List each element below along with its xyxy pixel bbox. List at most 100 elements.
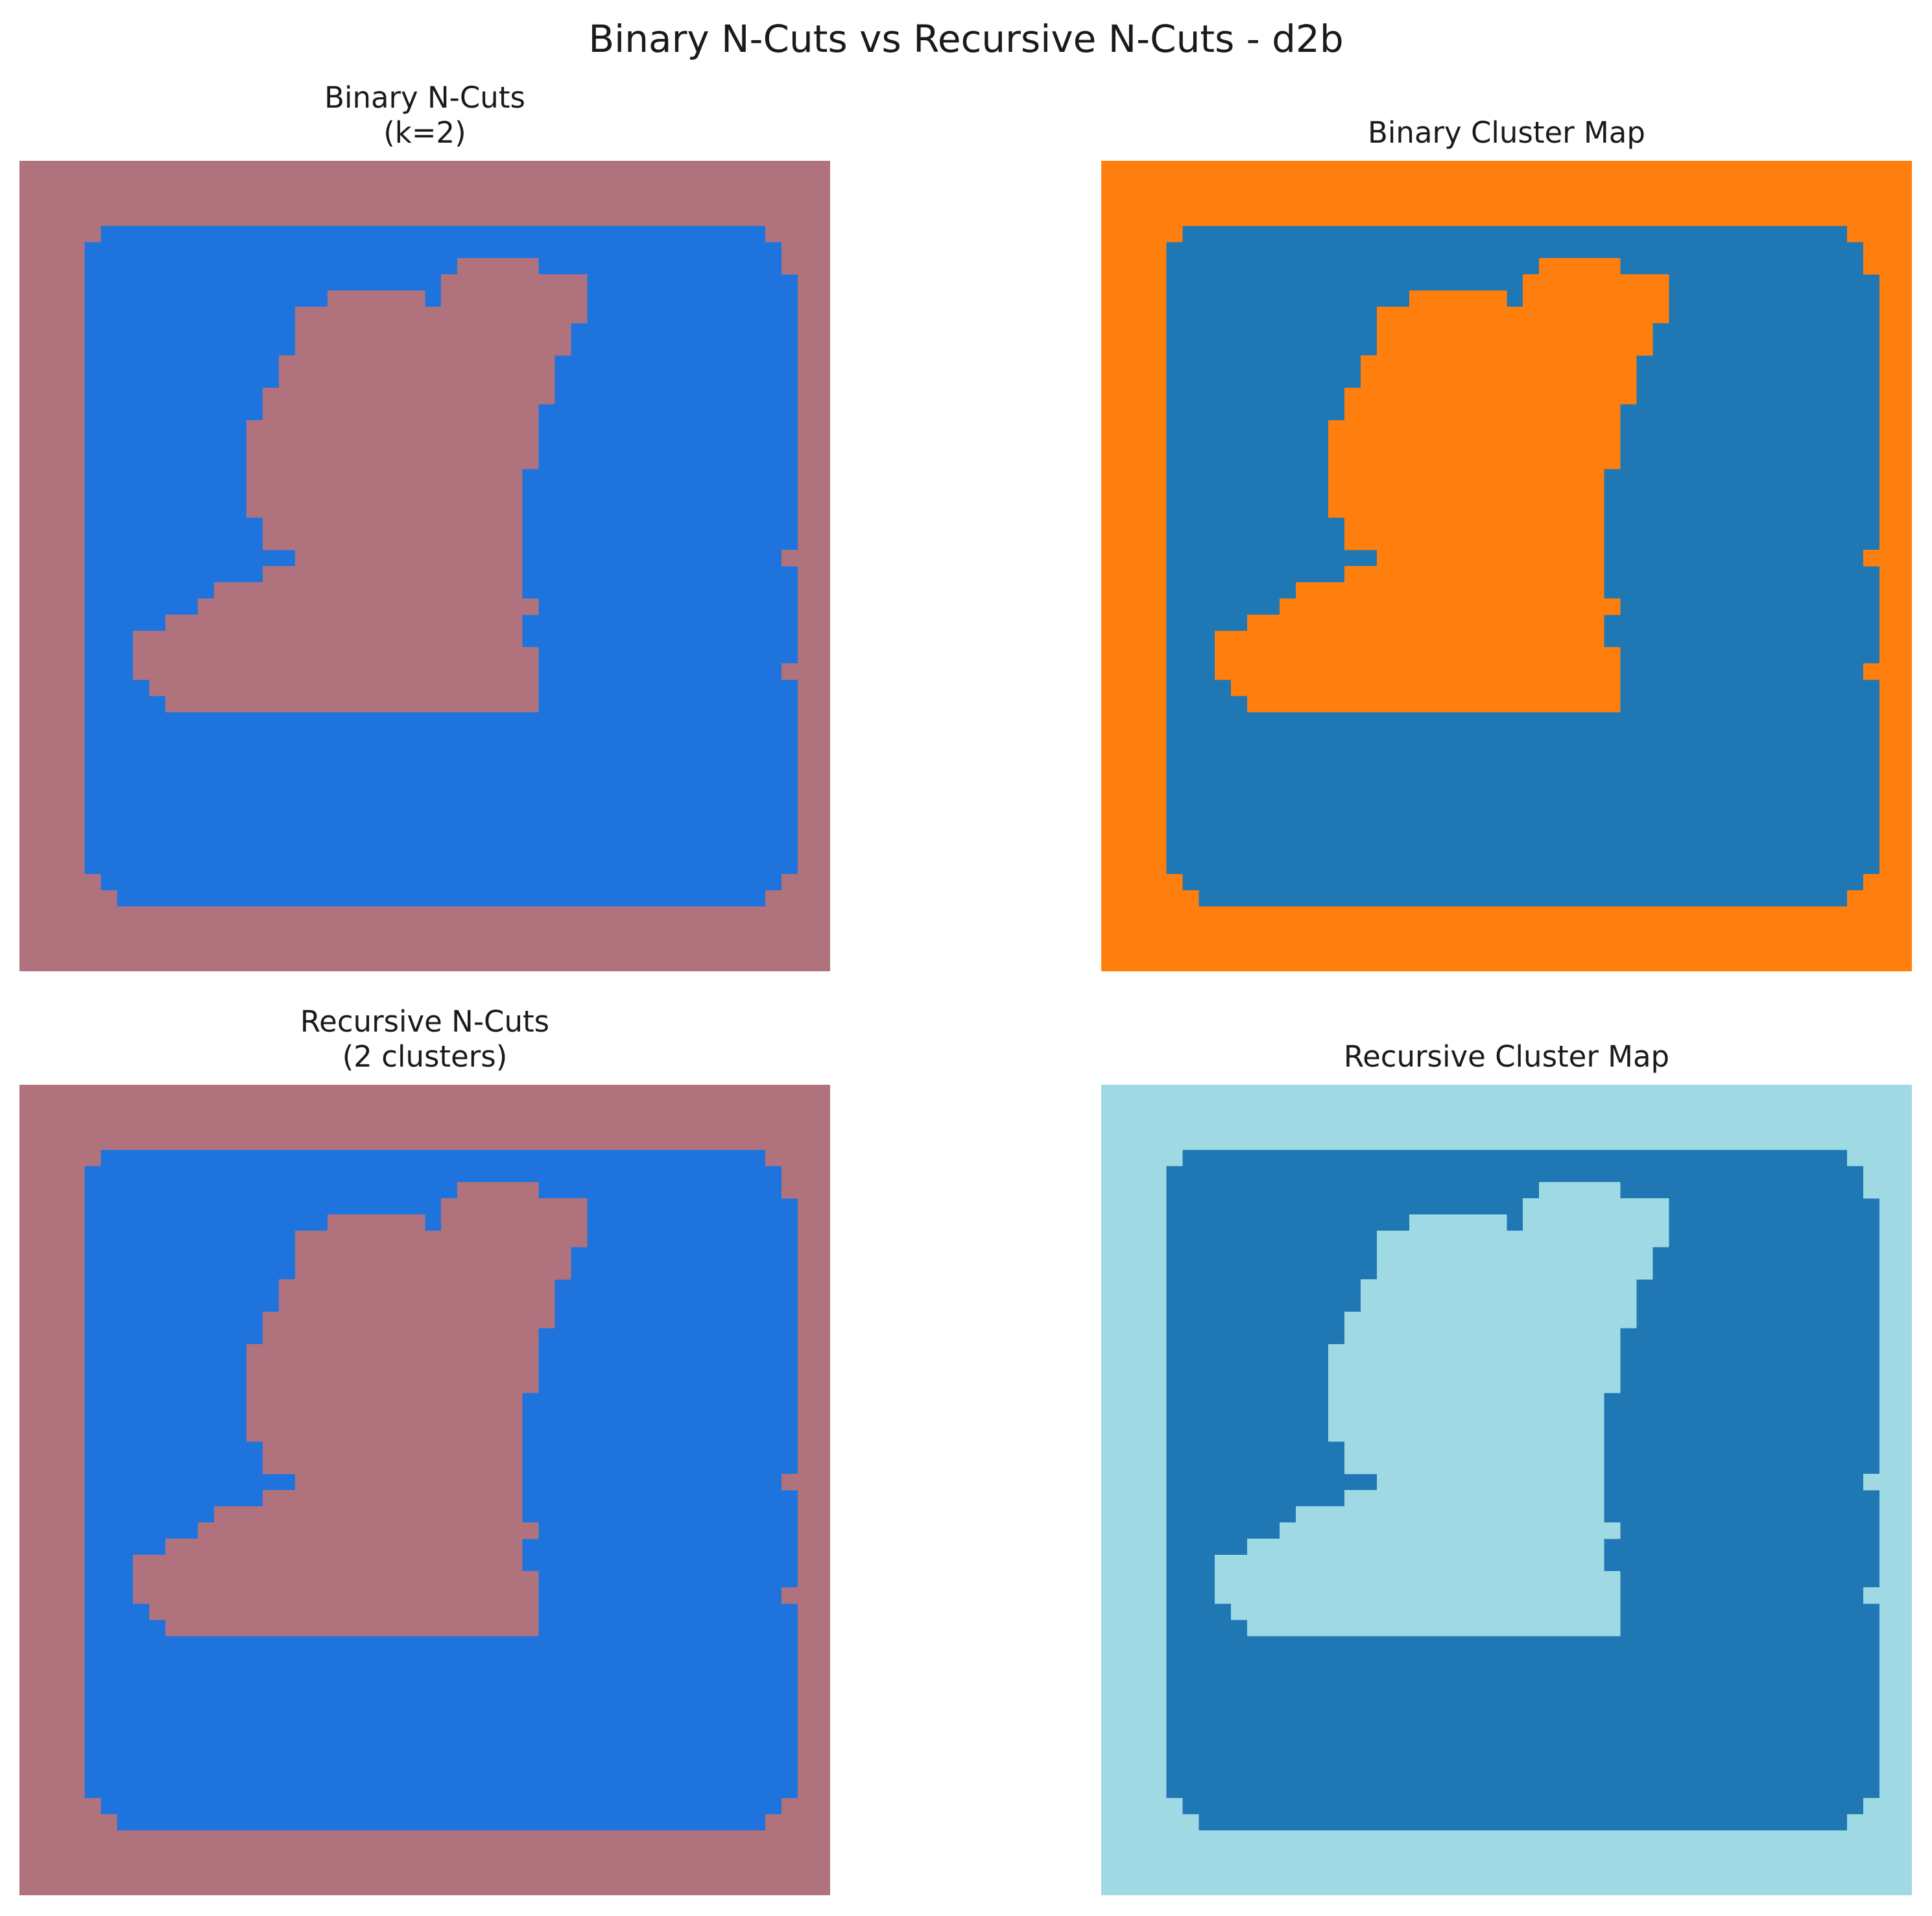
heatmap-cell-run-cluster-1 xyxy=(1101,874,1183,891)
heatmap-cell-run-cluster-1 xyxy=(133,631,523,648)
heatmap-cell-run-cluster-1 xyxy=(1361,1295,1637,1312)
heatmap-cell-run-cluster-1 xyxy=(19,161,830,178)
heatmap-cell-run-cluster-1 xyxy=(798,1409,830,1426)
heatmap-cell-run-cluster-1 xyxy=(1101,825,1167,842)
heatmap-cell-run-cluster-1 xyxy=(441,1214,588,1231)
heatmap-cell-run-cluster-1 xyxy=(19,1539,85,1555)
heatmap-cell-run-cluster-1 xyxy=(1101,1847,1912,1863)
heatmap-cell-run-cluster-1 xyxy=(1101,663,1167,680)
heatmap-cell-run-cluster-1 xyxy=(1101,842,1167,858)
heatmap-cell-run-cluster-1 xyxy=(19,1847,830,1863)
heatmap-cell-run-cluster-1 xyxy=(19,744,85,761)
heatmap-cell-run-cluster-1 xyxy=(19,1458,85,1474)
heatmap-cell-run-cluster-1 xyxy=(798,1603,830,1620)
heatmap-cell-run-cluster-1 xyxy=(279,355,555,372)
panel-title-recursive-cluster-map: Recursive Cluster Map xyxy=(1101,1039,1912,1074)
heatmap-cell-run-cluster-1 xyxy=(1344,388,1637,405)
heatmap-cell-run-cluster-1 xyxy=(1101,388,1167,405)
heatmap-cell-run-cluster-1 xyxy=(246,501,523,518)
panel-subtitle-line: (2 clusters) xyxy=(342,1039,508,1074)
heatmap-cell-run-cluster-1 xyxy=(19,1652,85,1669)
panel-title-line: Binary Cluster Map xyxy=(1368,115,1645,150)
heatmap-cell-run-cluster-1 xyxy=(246,420,539,437)
heatmap-cell-run-cluster-1 xyxy=(1101,1571,1167,1588)
heatmap-cell-run-cluster-1 xyxy=(1879,1766,1912,1782)
heatmap-cell-run-cluster-1 xyxy=(1215,663,1621,680)
heatmap-cell-run-cluster-1 xyxy=(263,517,523,534)
heatmap-cell-run-cluster-1 xyxy=(19,209,830,226)
heatmap-cell-run-cluster-1 xyxy=(457,1182,539,1199)
heatmap-cell-run-cluster-1 xyxy=(19,1150,101,1166)
heatmap-cell-run-cluster-1 xyxy=(1101,906,1912,923)
heatmap-cell-run-cluster-1 xyxy=(263,1328,539,1345)
heatmap-cell-run-cluster-1 xyxy=(1101,1863,1912,1880)
heatmap-cell-run-cluster-1 xyxy=(798,307,830,324)
heatmap-cell-run-cluster-1 xyxy=(1101,1652,1167,1669)
panel-title-line: Recursive Cluster Map xyxy=(1343,1039,1670,1074)
heatmap-cell-run-cluster-1 xyxy=(798,825,830,842)
heatmap-cell-run-cluster-1 xyxy=(1879,453,1912,469)
heatmap-cell-run-cluster-1 xyxy=(1101,453,1167,469)
heatmap-cell-run-cluster-1 xyxy=(19,1782,85,1799)
heatmap-cell-run-cluster-1 xyxy=(19,258,85,275)
heatmap-cell-run-cluster-1 xyxy=(1101,1620,1167,1637)
heatmap-cell-run-cluster-1 xyxy=(19,339,85,356)
heatmap-cell-run-cluster-1 xyxy=(1247,1539,1604,1555)
heatmap-svg xyxy=(1101,161,1912,971)
heatmap-cell-run-cluster-1 xyxy=(1879,1490,1912,1507)
heatmap-cell-run-cluster-1 xyxy=(19,1214,85,1231)
heatmap-cell-run-cluster-1 xyxy=(19,955,830,971)
heatmap-cell-run-cluster-1 xyxy=(1847,890,1912,907)
heatmap-cell-run-cluster-1 xyxy=(19,712,85,729)
heatmap-cell-run-cluster-1 xyxy=(798,1652,830,1669)
heatmap-cell-run-cluster-1 xyxy=(798,1393,830,1410)
heatmap-cell-run-cluster-1 xyxy=(1101,1166,1167,1183)
heatmap-cell-run-cluster-1 xyxy=(1863,1587,1912,1604)
heatmap-cell-run-cluster-1 xyxy=(1101,1247,1167,1264)
heatmap-cell-run-cluster-1 xyxy=(1101,582,1167,599)
heatmap-cell-run-cluster-1 xyxy=(19,761,85,777)
heatmap-cell-run-cluster-1 xyxy=(1280,598,1621,615)
heatmap-cell-run-cluster-1 xyxy=(1328,485,1604,502)
heatmap-cell-run-cluster-1 xyxy=(19,1668,85,1685)
heatmap-cell-run-cluster-1 xyxy=(1101,712,1167,729)
heatmap-cell-run-cluster-1 xyxy=(1101,1279,1167,1296)
heatmap-cell-run-cluster-1 xyxy=(1101,404,1167,421)
heatmap-cell-run-cluster-1 xyxy=(1879,1685,1912,1701)
heatmap-cell-run-cluster-1 xyxy=(1215,647,1621,664)
heatmap-cell-run-cluster-1 xyxy=(1101,550,1167,567)
heatmap-cell-run-cluster-1 xyxy=(19,290,85,307)
heatmap-cell-run-cluster-1 xyxy=(1879,1749,1912,1766)
heatmap-cell-run-cluster-1 xyxy=(1879,1312,1912,1329)
heatmap-cell-run-cluster-1 xyxy=(798,1295,830,1312)
heatmap-cell-run-cluster-1 xyxy=(246,1360,539,1377)
heatmap-cell-run-cluster-1 xyxy=(19,355,85,372)
heatmap-cell-run-cluster-1 xyxy=(1879,534,1912,550)
heatmap-cell-run-cluster-1 xyxy=(798,1766,830,1782)
heatmap-cell-run-cluster-1 xyxy=(1280,1522,1621,1539)
heatmap-cell-run-cluster-1 xyxy=(246,485,523,502)
heatmap-cell-run-cluster-1 xyxy=(1215,1571,1621,1588)
heatmap-cell-run-cluster-1 xyxy=(1101,242,1167,259)
heatmap-cell-run-cluster-1 xyxy=(1247,696,1621,713)
heatmap-cell-run-cluster-1 xyxy=(1879,1571,1912,1588)
heatmap-cell-run-cluster-1 xyxy=(1101,858,1167,875)
heatmap-cell-run-cluster-1 xyxy=(19,517,85,534)
heatmap-cell-run-cluster-1 xyxy=(1344,566,1604,583)
heatmap-cell-run-cluster-1 xyxy=(798,517,830,534)
heatmap-cell-run-cluster-1 xyxy=(1879,1279,1912,1296)
heatmap-cell-run-cluster-1 xyxy=(781,258,830,275)
heatmap-cell-run-cluster-1 xyxy=(798,1539,830,1555)
heatmap-cell-run-cluster-1 xyxy=(1879,858,1912,875)
heatmap-cell-run-cluster-1 xyxy=(19,1701,85,1718)
heatmap-cell-run-cluster-1 xyxy=(19,436,85,453)
heatmap-cell-run-cluster-1 xyxy=(1101,1782,1167,1799)
heatmap-cell-run-cluster-1 xyxy=(133,647,539,664)
heatmap-cell-run-cluster-1 xyxy=(165,615,523,632)
heatmap-cell-run-cluster-1 xyxy=(19,1636,85,1653)
heatmap-cell-run-cluster-1 xyxy=(263,388,555,405)
heatmap-cell-run-cluster-1 xyxy=(19,1360,85,1377)
heatmap-cell-run-cluster-1 xyxy=(1328,1409,1604,1426)
heatmap-cell-run-cluster-1 xyxy=(19,485,85,502)
heatmap-cell-run-cluster-1 xyxy=(1328,1344,1621,1361)
